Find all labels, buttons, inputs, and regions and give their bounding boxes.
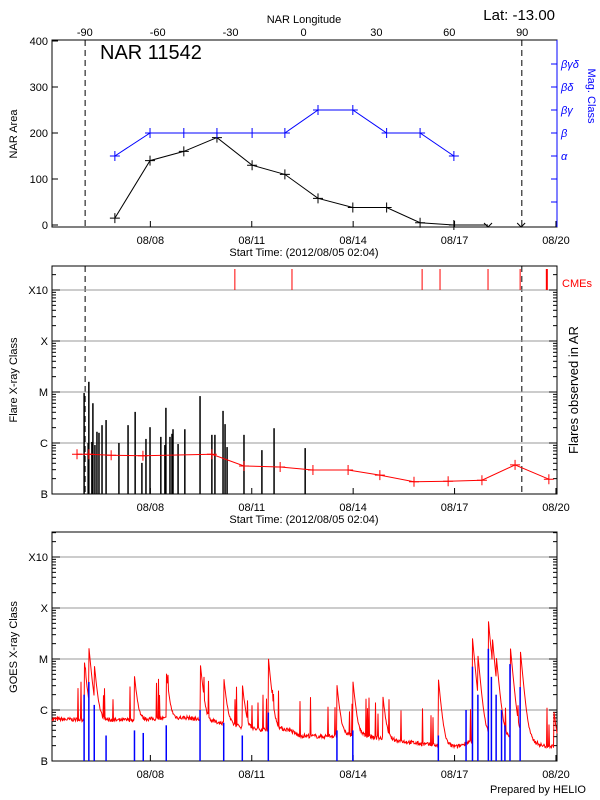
flare-count-point xyxy=(106,450,117,461)
flare-count-point xyxy=(72,449,83,460)
goes-class-tick-label: M xyxy=(39,654,48,666)
date-tick-label: 08/08 xyxy=(137,235,165,247)
mag-class-tick-label: βγ xyxy=(560,105,574,117)
area-tick-label: 300 xyxy=(30,82,48,94)
flare-class-tick-label: M xyxy=(39,387,48,399)
flare-count-point xyxy=(543,474,554,485)
date-tick-label: 08/14 xyxy=(339,235,367,247)
mag-class-tick-label: α xyxy=(561,151,568,163)
mag-class-point xyxy=(381,128,392,138)
mag-class-tick-label: βγδ xyxy=(560,59,580,71)
mag-class-point xyxy=(178,128,189,138)
flare-count-point xyxy=(408,476,419,487)
missing-data-marker xyxy=(483,222,493,228)
top-plot-frame xyxy=(51,39,558,228)
mag-class-tick-label: β xyxy=(560,128,568,140)
latitude-label: Lat: -13.00 xyxy=(483,7,555,24)
goes-date-tick-label: 08/20 xyxy=(542,769,570,781)
flares-observed-axis-title: Flares observed in AR xyxy=(566,326,581,454)
longitude-tick-label: 60 xyxy=(443,27,455,39)
flare-count-point xyxy=(476,475,487,486)
mag-class-point xyxy=(347,105,358,115)
bottom-yaxis-title: GOES X-ray Class xyxy=(8,601,20,693)
area-point xyxy=(109,213,120,224)
area-tick-label: 100 xyxy=(30,174,48,186)
area-point xyxy=(178,146,189,157)
date-tick-label: 08/17 xyxy=(441,235,469,247)
date-tick-label: 08/11 xyxy=(238,235,265,247)
top-xaxis-title: Start Time: (2012/08/05 02:04) xyxy=(229,247,378,259)
goes-date-tick-label: 08/14 xyxy=(339,769,367,781)
flare-count-point xyxy=(374,470,385,481)
goes-class-tick-label: B xyxy=(41,756,48,768)
flare-count-point xyxy=(510,459,521,470)
cme-label: CMEs xyxy=(562,278,592,290)
flare-date-tick-label: 08/14 xyxy=(339,502,367,514)
goes-date-tick-label: 08/08 xyxy=(137,769,165,781)
flare-date-tick-label: 08/20 xyxy=(542,502,570,514)
area-point xyxy=(313,193,324,204)
missing-data-marker xyxy=(516,222,526,228)
middle-xaxis-title: Start Time: (2012/08/05 02:04) xyxy=(229,514,378,526)
flare-count-point xyxy=(137,450,148,461)
goes-date-tick-label: 08/17 xyxy=(441,769,469,781)
longitude-tick-label: -30 xyxy=(223,27,239,39)
mag-class-point xyxy=(448,151,459,161)
mag-class-tick-label: βδ xyxy=(560,82,574,94)
flare-count-point xyxy=(206,449,217,460)
area-tick-label: 400 xyxy=(30,36,48,48)
longitude-axis-title: NAR Longitude xyxy=(267,14,342,26)
flare-count-point xyxy=(238,460,249,471)
mag-class-point xyxy=(313,105,324,115)
longitude-tick-label: 90 xyxy=(516,27,528,39)
flare-date-tick-label: 08/11 xyxy=(238,502,265,514)
area-point xyxy=(279,169,290,180)
mag-class-point xyxy=(109,151,120,161)
flare-class-tick-label: B xyxy=(41,489,48,501)
flare-count-point xyxy=(343,465,354,476)
longitude-tick-label: 30 xyxy=(370,27,382,39)
area-tick-label: 200 xyxy=(30,128,48,140)
flare-count-point xyxy=(307,465,318,476)
goes-class-tick-label: X10 xyxy=(28,552,48,564)
mag-class-point xyxy=(279,128,290,138)
longitude-tick-label: -90 xyxy=(77,27,93,39)
mag-class-point xyxy=(415,128,426,138)
mag-class-axis-title: Mag. Class xyxy=(585,68,597,124)
region-title: NAR 11542 xyxy=(100,42,202,64)
goes-plot-frame xyxy=(51,531,558,762)
flare-class-tick-label: C xyxy=(40,438,48,450)
flare-date-tick-label: 08/08 xyxy=(137,502,165,514)
credit-label: Prepared by HELIO xyxy=(490,784,586,796)
area-point xyxy=(381,202,392,213)
mag-class-point xyxy=(145,128,156,138)
flare-date-tick-label: 08/17 xyxy=(441,502,469,514)
area-point xyxy=(347,202,358,213)
area-point xyxy=(415,217,426,228)
date-tick-label: 08/20 xyxy=(542,235,570,247)
middle-yaxis-title: Flare X-ray Class xyxy=(8,337,20,422)
flare-count-point xyxy=(443,476,454,487)
goes-class-tick-label: X xyxy=(41,603,49,615)
flare-count-point xyxy=(83,449,94,460)
goes-date-tick-label: 08/11 xyxy=(238,769,265,781)
goes-class-tick-label: C xyxy=(40,705,48,717)
goes-flux-line xyxy=(51,621,558,750)
area-point xyxy=(247,160,258,171)
longitude-tick-label: 0 xyxy=(300,27,306,39)
top-yaxis-title: NAR Area xyxy=(8,109,20,159)
area-point xyxy=(145,155,156,166)
flare-class-tick-label: X10 xyxy=(28,285,48,297)
mag-class-point xyxy=(247,128,258,138)
flare-count-point xyxy=(275,461,286,472)
area-tick-label: 0 xyxy=(42,220,48,232)
flare-class-tick-label: X xyxy=(41,336,49,348)
mag-class-point xyxy=(211,128,222,138)
longitude-tick-label: -60 xyxy=(150,27,166,39)
area-line xyxy=(114,137,454,226)
